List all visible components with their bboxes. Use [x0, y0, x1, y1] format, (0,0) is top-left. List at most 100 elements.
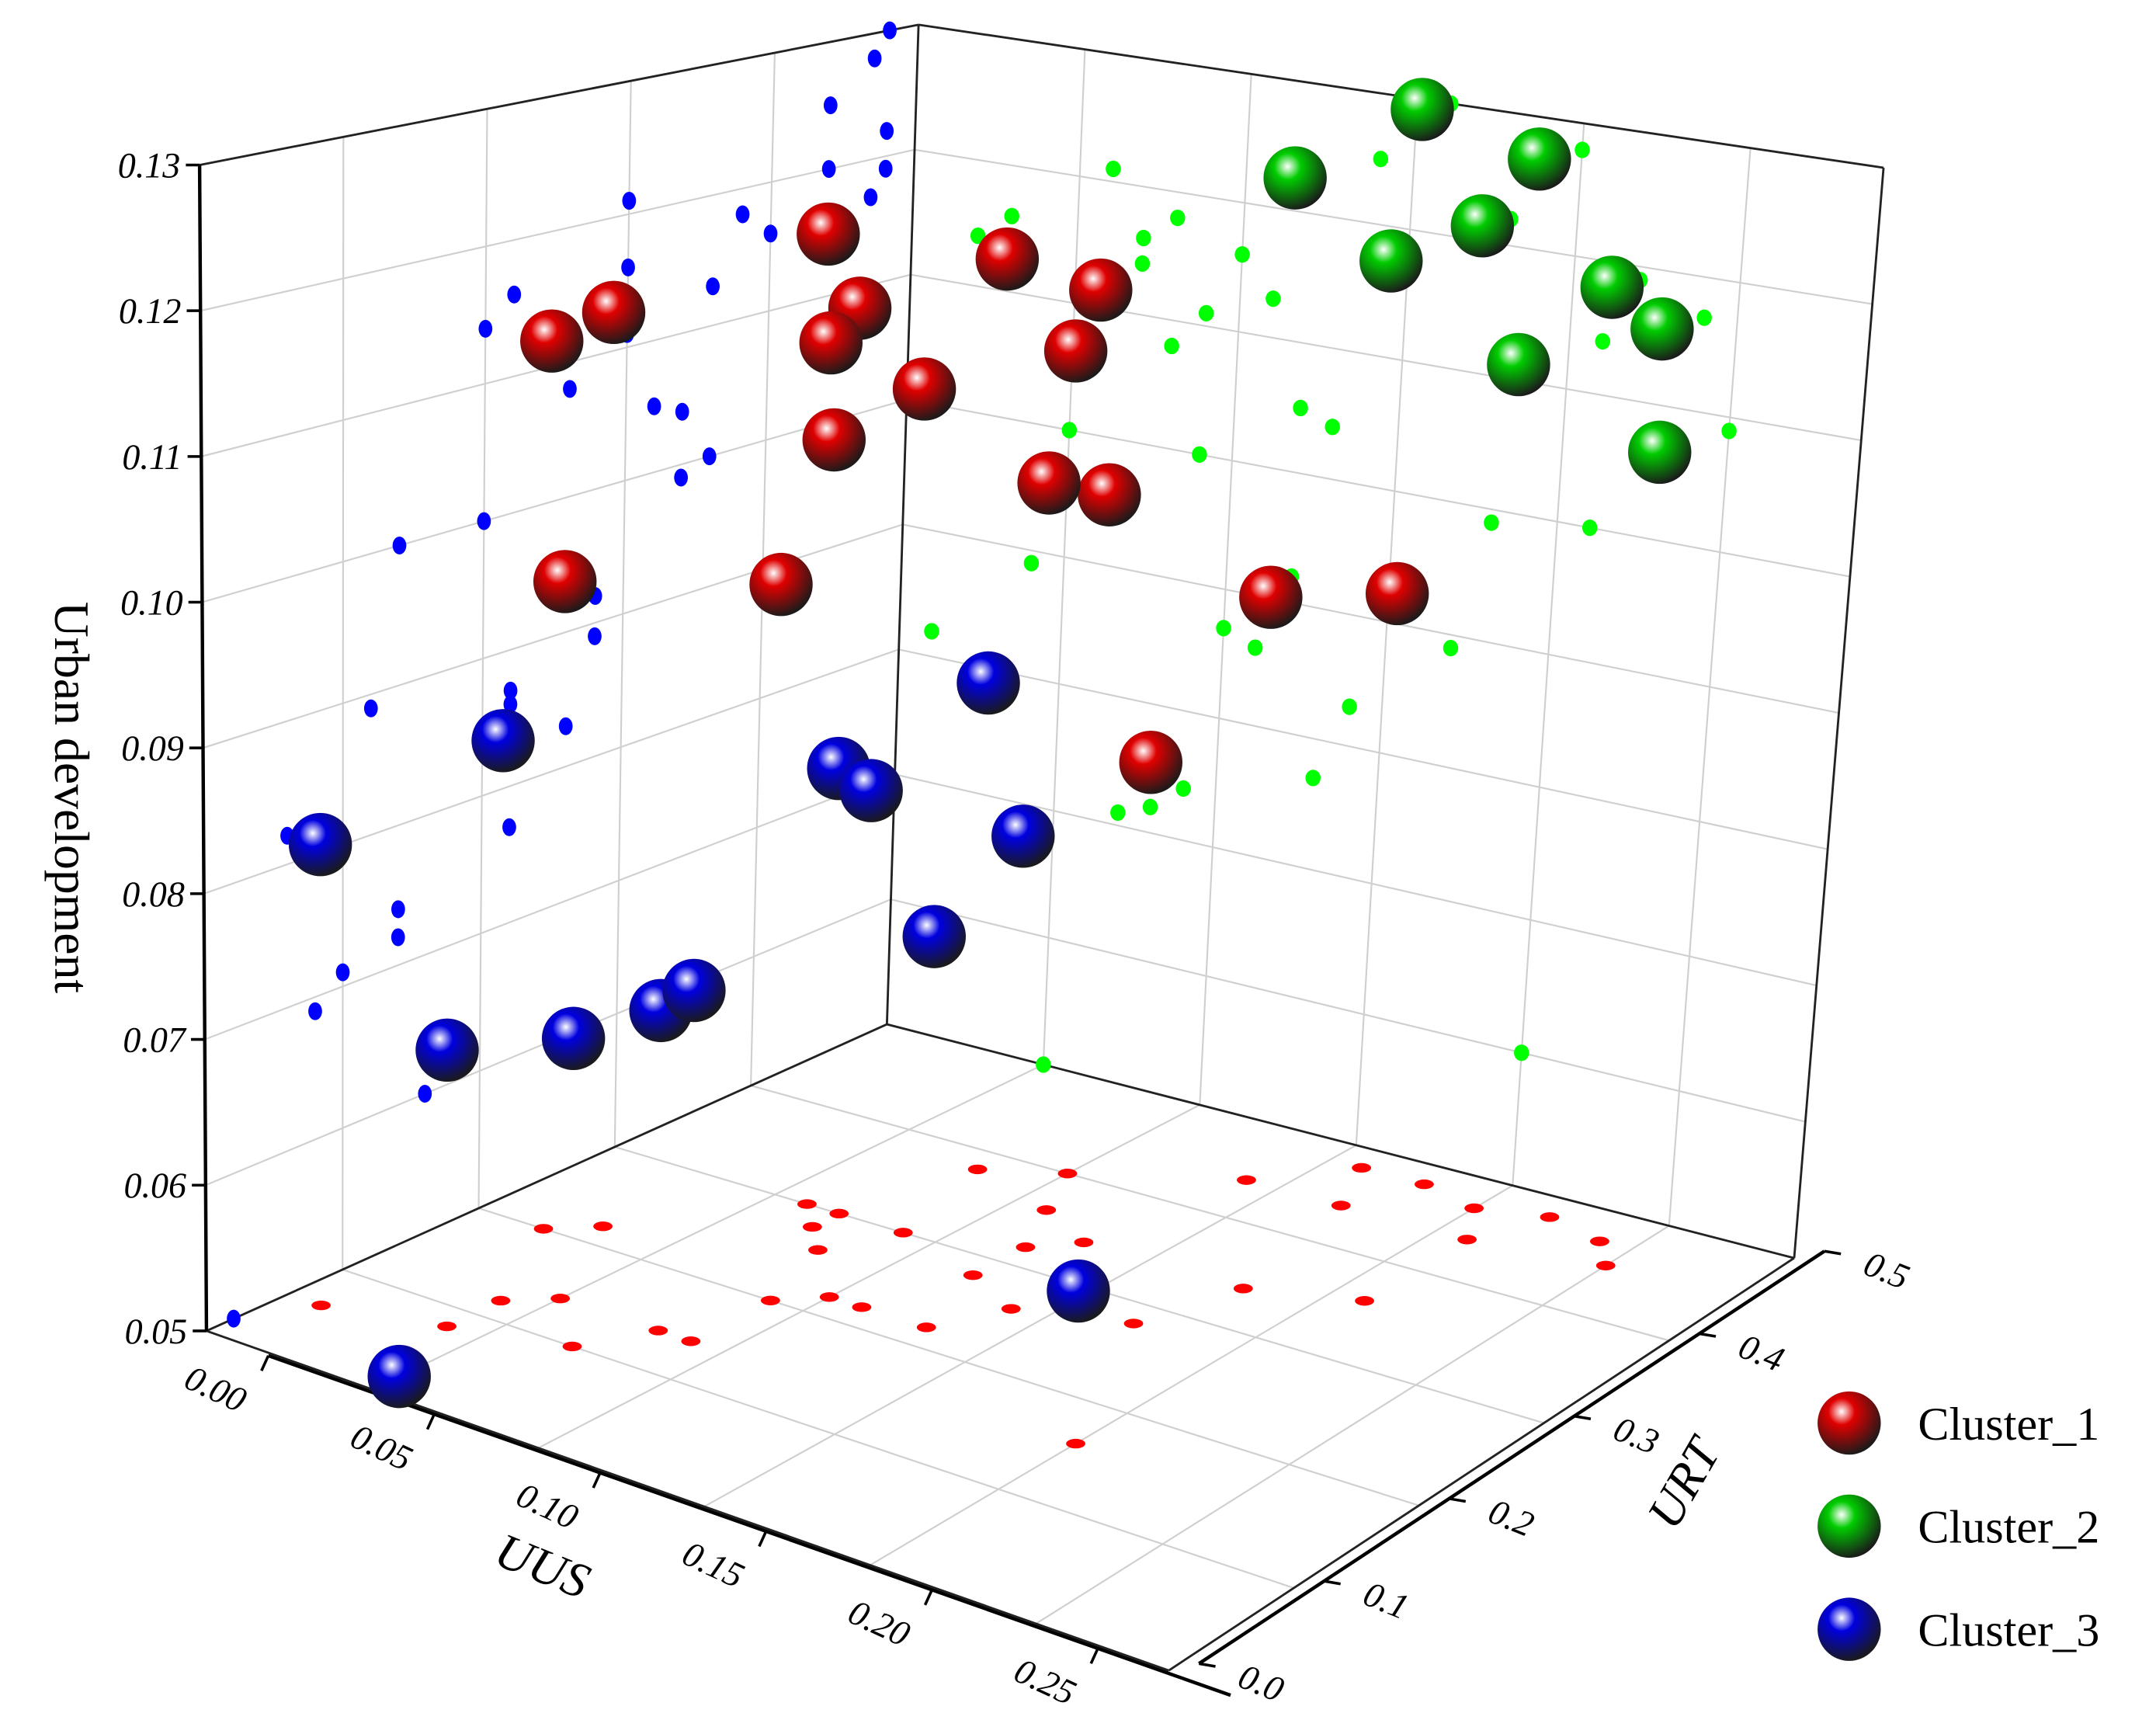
legend-marker — [1817, 1597, 1881, 1661]
sphere — [662, 958, 726, 1023]
sphere — [520, 309, 584, 373]
floor-projection — [760, 1295, 780, 1305]
yz-projection — [502, 818, 516, 836]
grid-line — [478, 1207, 1419, 1506]
yz-projection — [363, 699, 378, 718]
sphere — [1263, 146, 1327, 210]
grid-line — [342, 137, 345, 1270]
tick-mark — [1199, 1662, 1216, 1668]
yz-projection — [478, 319, 493, 338]
grid-line — [914, 148, 1873, 305]
z-axis-title: Urban development — [44, 602, 99, 994]
x-axis — [267, 1353, 1231, 1697]
grid-line — [703, 1144, 1357, 1508]
sphere — [1043, 319, 1108, 383]
floor-projection — [1590, 1236, 1609, 1246]
z-tick-label: 0.07 — [123, 1020, 187, 1059]
yz-projection — [763, 224, 778, 243]
grid-line — [870, 1184, 1513, 1566]
xz-projection — [1484, 514, 1499, 531]
y-tick-label: 0.1 — [1358, 1573, 1414, 1627]
floor-projection — [1331, 1201, 1351, 1211]
xz-projection — [1696, 309, 1712, 326]
floor-projection — [797, 1199, 817, 1209]
xz-projection — [1216, 620, 1231, 637]
box-edge — [1793, 167, 1885, 1259]
floor-projection — [963, 1270, 983, 1280]
yz-projection — [563, 380, 577, 398]
legend-label: Cluster_2 — [1918, 1502, 2099, 1554]
floor-projection — [829, 1208, 849, 1219]
yz-projection — [503, 695, 518, 714]
sphere — [1119, 731, 1183, 794]
xz-projection — [1581, 519, 1598, 537]
x-tick-label: 0.00 — [179, 1357, 253, 1419]
z-tick-label: 0.13 — [118, 145, 181, 185]
floor-projection — [852, 1302, 872, 1312]
xz-projection — [1142, 798, 1158, 815]
tick-mark — [1824, 1249, 1842, 1256]
box-edge — [206, 1023, 887, 1333]
tick-mark — [592, 1472, 602, 1489]
floor-projection — [1074, 1237, 1094, 1248]
grid-line — [902, 523, 1839, 714]
floor-projection — [1057, 1169, 1078, 1179]
grid-line — [477, 109, 488, 1208]
yz-projection — [335, 963, 350, 982]
floor-projection — [967, 1164, 988, 1175]
xz-projection — [970, 228, 986, 245]
sphere — [1078, 463, 1141, 526]
sphere — [749, 552, 813, 617]
tick-mark — [923, 1589, 934, 1606]
floor-projection — [1464, 1203, 1484, 1214]
floor-projection — [802, 1221, 822, 1232]
floor-projection — [1036, 1205, 1057, 1215]
floor-projection — [491, 1295, 511, 1306]
yz-projection — [392, 536, 407, 554]
yz-projection — [308, 1002, 322, 1020]
floor-projection — [1233, 1284, 1253, 1294]
xz-projection — [1574, 141, 1590, 158]
sphere — [1359, 229, 1423, 293]
z-tick-label: 0.06 — [124, 1166, 187, 1205]
floor-projection — [1415, 1179, 1434, 1190]
xz-projection — [1373, 151, 1389, 168]
sphere — [799, 311, 863, 375]
floor-projection — [916, 1322, 936, 1333]
z-tick-label: 0.08 — [122, 874, 185, 914]
tick-mark — [1324, 1579, 1341, 1586]
yz-projection — [507, 285, 522, 304]
legend-label: Cluster_3 — [1918, 1604, 2099, 1656]
xz-projection — [1170, 209, 1186, 227]
sphere — [288, 812, 352, 877]
tick-mark — [758, 1531, 768, 1548]
box-edge — [885, 24, 920, 1025]
box-edge — [199, 23, 919, 166]
xz-projection — [1023, 554, 1040, 572]
x-tick-label: 0.05 — [345, 1416, 418, 1479]
floor-projection — [648, 1326, 668, 1336]
z-tick-label: 0.11 — [122, 437, 182, 477]
xz-projection — [1443, 639, 1459, 657]
grid-line — [204, 773, 895, 1041]
floor-projection — [562, 1341, 582, 1352]
floor-projection — [1457, 1235, 1477, 1245]
floor-projection — [1540, 1212, 1560, 1222]
yz-projection — [867, 49, 882, 68]
xz-projection — [1198, 304, 1214, 321]
legend-marker — [1817, 1494, 1881, 1558]
floor-projection — [1016, 1242, 1036, 1253]
yz-projection — [878, 159, 893, 178]
xz-projection — [1106, 160, 1121, 178]
yz-projection — [477, 512, 491, 530]
floor-projection — [1595, 1260, 1616, 1271]
xz-projection — [1247, 639, 1263, 656]
grid-line — [1042, 49, 1086, 1065]
y-tick-label: 0.5 — [1859, 1243, 1915, 1297]
yz-projection — [391, 928, 405, 947]
y-axis — [1198, 1249, 1826, 1666]
grid-line — [1035, 1225, 1670, 1624]
tick-mark — [1699, 1332, 1717, 1338]
sphere — [797, 202, 860, 266]
sphere — [991, 804, 1055, 868]
